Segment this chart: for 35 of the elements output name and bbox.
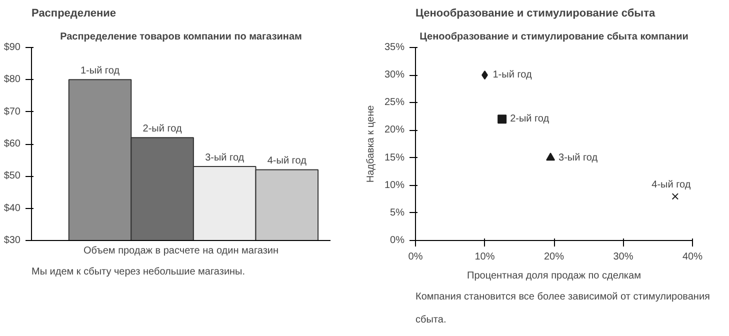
y-tick-label: 0% [390,235,405,246]
y-axis-title: Надбавка к цене [365,104,376,183]
x-tick-label: 10% [474,252,495,262]
point [546,152,556,161]
y-tick-label: $40 [4,202,21,214]
chart-title: Ценообразование и стимулирование сбыта [416,8,656,20]
text: Мы идем к сбыту через небольшие магазины. [32,266,246,278]
y-tick-label: $30 [4,235,21,246]
x-tick-label: 20% [544,252,564,262]
series-label: 1-ый год [492,70,532,81]
point [498,114,507,124]
y-tick-label: 5% [390,207,405,218]
text: Компания становится все более зависимой от стимулирования сбыта. [416,292,710,326]
y-tick-label: 10% [384,180,405,191]
x-axis-title: Процентная доля продаж по сделкам [467,270,642,282]
y-tick-label: 35% [384,42,405,53]
y-tick-label: 20% [384,124,405,136]
chart-subtitle: Ценообразование и стимулирование сбыта компании [420,32,688,42]
y-tick-label: 25% [384,97,405,108]
y-tick-label: $80 [4,74,21,86]
chart-title: Распределение [32,8,116,20]
y-tick-label: $50 [4,170,21,182]
x-tick-label: 30% [613,252,634,262]
series-label: 2-ый год [510,114,550,125]
chart-subtitle: Распределение товаров компании по магазинам [60,32,302,42]
x-tick-label: 40% [682,252,703,262]
series-label: 4-ый год [652,179,691,190]
y-tick-label: $60 [4,138,21,150]
y-tick-label: 15% [384,152,405,164]
x-axis-title: Объем продаж в расчете на один магазин [83,246,279,256]
point [672,193,679,200]
y-tick-label: $90 [4,42,21,53]
y-tick-label: 30% [384,70,405,81]
y-tick-label: $70 [4,106,21,118]
x-tick-label: 0% [408,252,423,262]
